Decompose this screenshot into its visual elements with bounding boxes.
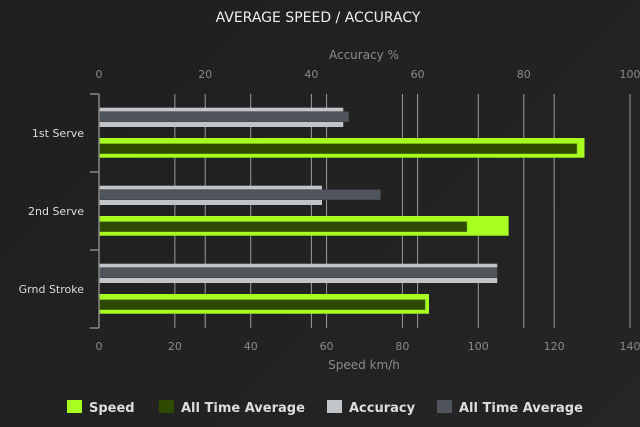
speed-tick-label: 20 bbox=[168, 340, 182, 353]
top-axis-label: Accuracy % bbox=[329, 48, 399, 62]
legend-label: Speed bbox=[89, 401, 135, 416]
legend-label: Accuracy bbox=[349, 401, 416, 416]
legend-swatch bbox=[327, 400, 342, 413]
accuracy-tick-label: 0 bbox=[96, 68, 103, 81]
accuracy-tick-label: 20 bbox=[198, 68, 212, 81]
chart-title: AVERAGE SPEED / ACCURACY bbox=[216, 10, 421, 26]
accuracy-tick-label: 40 bbox=[304, 68, 318, 81]
speed-average-bar bbox=[98, 221, 468, 232]
speed-average-bar bbox=[98, 143, 578, 154]
accuracy-tick-label: 100 bbox=[620, 68, 640, 81]
category-label: Grnd Stroke bbox=[19, 283, 85, 296]
accuracy-average-bar bbox=[98, 111, 349, 122]
speed-tick-label: 140 bbox=[620, 340, 640, 353]
speed-tick-label: 100 bbox=[468, 340, 489, 353]
speed-average-bar bbox=[98, 299, 426, 311]
speed-tick-label: 120 bbox=[544, 340, 565, 353]
accuracy-tick-label: 60 bbox=[411, 68, 425, 81]
legend-label: All Time Average bbox=[181, 401, 305, 416]
bottom-axis-label: Speed km/h bbox=[328, 358, 400, 372]
speed-tick-label: 40 bbox=[244, 340, 258, 353]
legend-swatch bbox=[437, 400, 452, 413]
speed-tick-label: 60 bbox=[320, 340, 334, 353]
category-label: 1st Serve bbox=[32, 127, 84, 140]
legend-swatch bbox=[67, 400, 82, 413]
legend-swatch bbox=[159, 400, 174, 413]
speed-tick-label: 0 bbox=[96, 340, 103, 353]
category-label: 2nd Serve bbox=[28, 205, 84, 218]
accuracy-average-bar bbox=[98, 189, 381, 200]
legend-label: All Time Average bbox=[459, 401, 583, 416]
speed-tick-label: 80 bbox=[395, 340, 409, 353]
accuracy-tick-label: 80 bbox=[517, 68, 531, 81]
accuracy-average-bar bbox=[98, 267, 498, 279]
